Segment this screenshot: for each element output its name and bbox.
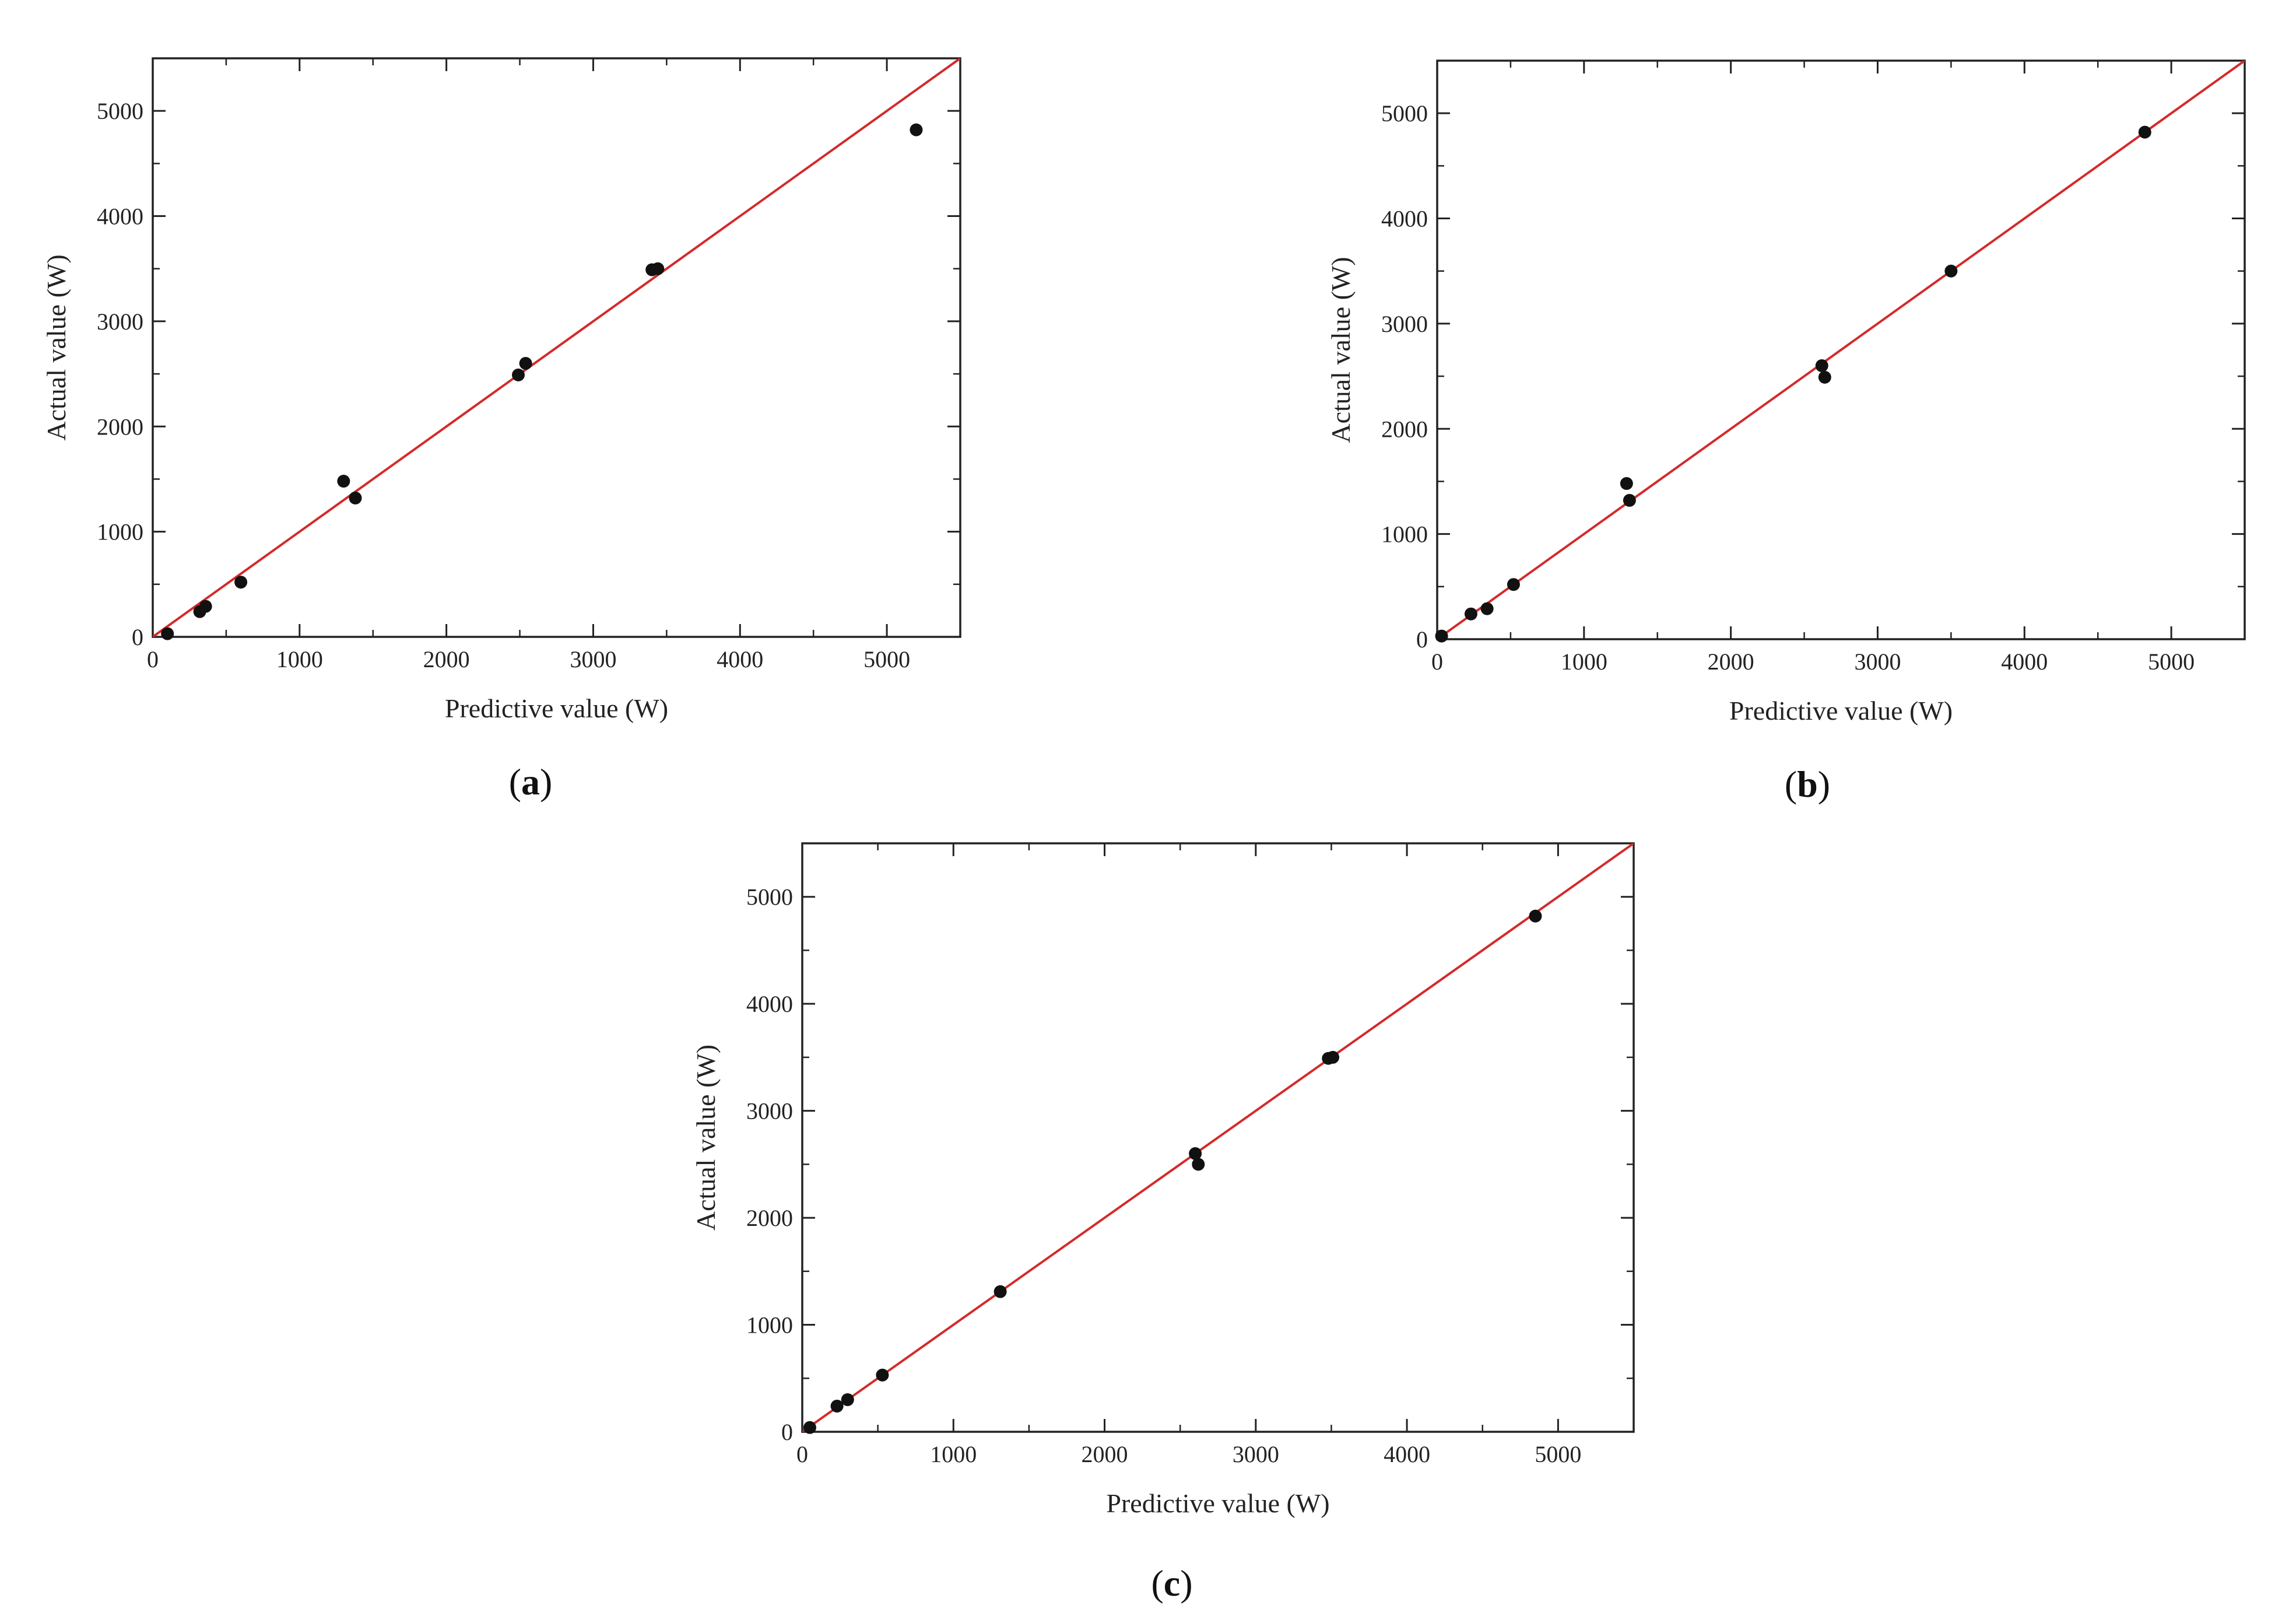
data-point bbox=[1435, 629, 1448, 643]
data-point bbox=[1189, 1147, 1202, 1161]
x-tick-label: 3000 bbox=[1854, 649, 1901, 675]
y-tick-label: 3000 bbox=[97, 309, 143, 335]
x-tick-label: 0 bbox=[1431, 649, 1443, 675]
data-point bbox=[910, 123, 923, 136]
x-tick-label: 4000 bbox=[1384, 1441, 1430, 1467]
data-point bbox=[1192, 1158, 1205, 1171]
x-axis-title: Predictive value (W) bbox=[1106, 1488, 1329, 1518]
data-point bbox=[1326, 1050, 1340, 1064]
y-tick-label: 5000 bbox=[97, 98, 143, 124]
x-tick-label: 3000 bbox=[1233, 1441, 1279, 1467]
reference-line bbox=[1437, 61, 2245, 639]
panel-label: (b) bbox=[1785, 763, 1830, 805]
y-tick-label: 3000 bbox=[746, 1098, 793, 1124]
y-tick-label: 5000 bbox=[1381, 100, 1428, 127]
tick-marks bbox=[152, 58, 960, 638]
y-tick-label: 2000 bbox=[1381, 416, 1428, 442]
y-tick-label: 4000 bbox=[1381, 206, 1428, 232]
y-tick-label: 2000 bbox=[97, 413, 143, 440]
scatter-panel-a: 0 1000 2000 3000 4000 5000 0 1000 2000 3000 4000 50… bbox=[41, 57, 961, 803]
y-tick-label: 1000 bbox=[1381, 521, 1428, 548]
x-tick-label: 0 bbox=[147, 646, 159, 672]
x-tick-label: 1000 bbox=[930, 1441, 977, 1467]
y-tick-label: 0 bbox=[132, 624, 143, 650]
data-point bbox=[841, 1393, 854, 1406]
x-tick-label: 5000 bbox=[1535, 1441, 1581, 1467]
reference-line bbox=[802, 843, 1634, 1432]
panel-label: (c) bbox=[1151, 1562, 1192, 1604]
x-tick-label: 3000 bbox=[570, 646, 616, 672]
y-tick-label: 2000 bbox=[746, 1205, 793, 1231]
x-tick-label: 5000 bbox=[863, 646, 910, 672]
data-point bbox=[234, 576, 248, 589]
data-point bbox=[1620, 477, 1633, 490]
data-point bbox=[1507, 578, 1520, 591]
x-tick-label: 1000 bbox=[276, 646, 323, 672]
data-point bbox=[1623, 493, 1636, 507]
y-tick-label: 0 bbox=[1416, 626, 1428, 653]
y-tick-label: 1000 bbox=[97, 519, 143, 545]
reference-line bbox=[153, 58, 960, 637]
x-tick-label: 4000 bbox=[717, 646, 763, 672]
data-point bbox=[1529, 909, 1542, 923]
panel-label: (a) bbox=[509, 761, 553, 803]
data-point bbox=[161, 627, 174, 640]
data-point bbox=[1815, 359, 1828, 373]
scatter-panel-b: 0 1000 2000 3000 4000 5000 0 1000 2000 3000 4000 50… bbox=[1326, 59, 2246, 805]
plot-frame bbox=[801, 842, 1635, 1433]
scatter-panel-c: 0 1000 2000 3000 4000 5000 0 1000 2000 3000 4000 50… bbox=[691, 842, 1635, 1604]
data-point bbox=[349, 491, 362, 504]
y-tick-label: 4000 bbox=[746, 991, 793, 1017]
x-tick-label: 0 bbox=[796, 1441, 808, 1467]
y-tick-label: 3000 bbox=[1381, 311, 1428, 337]
tick-marks bbox=[801, 843, 1634, 1433]
y-tick-label: 5000 bbox=[746, 884, 793, 910]
data-point bbox=[993, 1285, 1007, 1298]
x-tick-label: 4000 bbox=[2001, 649, 2048, 675]
x-axis-title: Predictive value (W) bbox=[445, 693, 668, 723]
data-point bbox=[830, 1399, 844, 1413]
data-point bbox=[2138, 125, 2151, 139]
data-point bbox=[803, 1421, 816, 1434]
data-point bbox=[337, 475, 350, 488]
data-point bbox=[519, 357, 532, 370]
data-point bbox=[512, 368, 525, 381]
data-points bbox=[161, 123, 923, 640]
x-axis-title: Predictive value (W) bbox=[1729, 696, 1953, 726]
x-tick-label: 2000 bbox=[1708, 649, 1754, 675]
data-point bbox=[199, 600, 212, 613]
y-tick-label: 4000 bbox=[97, 204, 143, 230]
data-point bbox=[1944, 264, 1958, 278]
x-tick-label: 2000 bbox=[423, 646, 470, 672]
plot-frame bbox=[1436, 59, 2246, 640]
x-tick-label: 5000 bbox=[2148, 649, 2195, 675]
data-points bbox=[803, 909, 1542, 1434]
y-axis-title: Actual value (W) bbox=[41, 254, 71, 440]
x-tick-label: 1000 bbox=[1561, 649, 1607, 675]
data-point bbox=[1818, 370, 1831, 384]
data-point bbox=[1464, 607, 1477, 621]
y-axis-title: Actual value (W) bbox=[691, 1045, 721, 1231]
x-tick-label: 2000 bbox=[1082, 1441, 1128, 1467]
data-points bbox=[1435, 125, 2151, 643]
data-point bbox=[1480, 602, 1494, 615]
y-tick-label: 0 bbox=[781, 1419, 793, 1445]
plot-frame bbox=[152, 57, 961, 638]
y-tick-label: 1000 bbox=[746, 1312, 793, 1338]
data-point bbox=[876, 1368, 889, 1382]
y-axis-title: Actual value (W) bbox=[1326, 257, 1356, 443]
data-point bbox=[651, 262, 665, 275]
